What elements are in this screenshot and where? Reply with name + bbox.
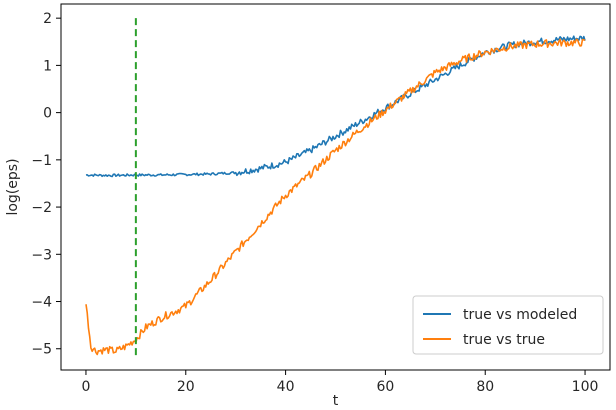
y-tick-label: 2 bbox=[43, 11, 52, 27]
x-axis-label: t bbox=[333, 393, 339, 409]
y-tick-label: −2 bbox=[31, 200, 52, 216]
x-tick-label: 40 bbox=[277, 379, 295, 395]
legend-box bbox=[412, 295, 604, 355]
x-tick-label: 100 bbox=[572, 379, 599, 395]
x-tick-label: 60 bbox=[376, 379, 394, 395]
x-tick-label: 20 bbox=[177, 379, 195, 395]
y-tick-label: −4 bbox=[31, 295, 52, 311]
axes-layer bbox=[60, 3, 611, 371]
ticks-layer: 0 20 40 60 80 100 2 1 0 −1 −2 −3 −4 −5 bbox=[31, 11, 598, 395]
series-line-1 bbox=[85, 35, 586, 178]
legend-label: true vs true bbox=[463, 332, 545, 348]
y-tick-label: 1 bbox=[43, 58, 52, 74]
y-tick-label: −3 bbox=[31, 247, 52, 263]
series-line-2 bbox=[85, 38, 586, 356]
series-layer bbox=[85, 35, 586, 356]
x-tick-label: 0 bbox=[81, 379, 90, 395]
y-axis-label: log(eps) bbox=[5, 158, 21, 215]
y-tick-label: 0 bbox=[43, 106, 52, 122]
y-tick-label: −1 bbox=[31, 153, 52, 169]
x-tick-label: 80 bbox=[476, 379, 494, 395]
legend: true vs modeled true vs true bbox=[412, 295, 604, 355]
axes-frame bbox=[60, 3, 611, 371]
legend-label: true vs modeled bbox=[463, 307, 577, 323]
y-tick-label: −5 bbox=[31, 342, 52, 358]
